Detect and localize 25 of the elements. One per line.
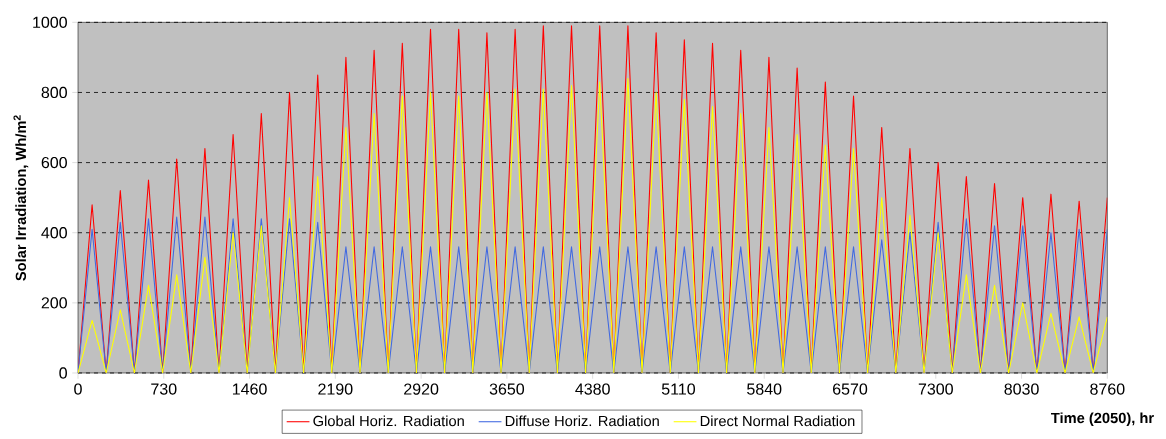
x-tick-label: 7300 — [918, 383, 953, 395]
x-axis-title: Time (2050), hr — [1051, 412, 1154, 427]
y-axis-title: Solar Irradiation, Wh/m$^{2}$ — [13, 115, 29, 281]
y-tick-label: 1000 — [33, 16, 67, 28]
x-tick-label: 6570 — [833, 383, 868, 395]
x-tick-label: 730 — [151, 383, 177, 395]
legend-label: Diffuse Horiz. Radiation — [505, 415, 659, 427]
legend-label: Direct Normal Radiation — [700, 415, 855, 427]
x-tick-label: 8030 — [1004, 383, 1039, 395]
x-tick-label: 0 — [74, 383, 82, 395]
x-tick-label: 2190 — [318, 383, 353, 395]
x-tick-label: 5840 — [747, 383, 782, 395]
x-tick-label: 8760 — [1090, 383, 1125, 395]
x-tick-label: 3650 — [489, 383, 525, 395]
line-series — [78, 216, 1108, 373]
y-tick-label: 400 — [41, 227, 67, 239]
x-tick-label: 4380 — [575, 383, 610, 395]
x-tick-label: 2920 — [404, 383, 439, 395]
legend-label: Global Horiz. Radiation — [313, 415, 464, 427]
x-tick-label: 5110 — [661, 383, 696, 395]
x-tick-label: 1460 — [232, 383, 267, 395]
y-tick-label: 200 — [41, 297, 67, 309]
y-tick-label: 0 — [59, 367, 67, 379]
y-tick-label: 800 — [41, 86, 67, 99]
y-tick-label: 600 — [41, 156, 67, 169]
